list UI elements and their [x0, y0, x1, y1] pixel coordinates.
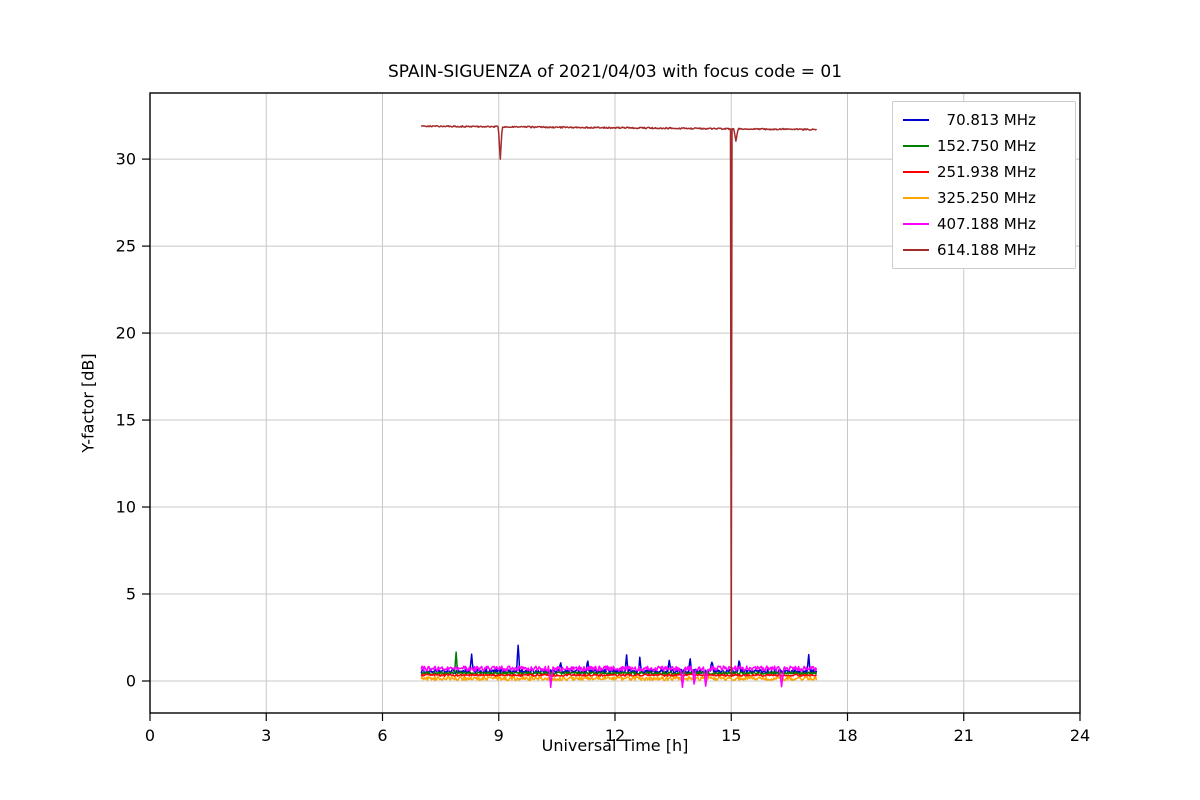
y-tick-label: 15: [116, 411, 136, 430]
legend-item: 70.813 MHz: [903, 107, 1067, 133]
legend-label: 407.188 MHz: [937, 215, 1036, 233]
series-line-614.188-MHz: [420, 124, 818, 678]
y-tick-label: 20: [116, 324, 136, 343]
legend-label: 152.750 MHz: [937, 137, 1036, 155]
legend-label: 251.938 MHz: [937, 163, 1036, 181]
x-tick-label: 9: [494, 726, 504, 745]
legend-line-sample: [903, 223, 929, 225]
x-tick-label: 18: [837, 726, 857, 745]
x-tick-label: 15: [721, 726, 741, 745]
x-tick-label: 24: [1070, 726, 1090, 745]
series-line-407.188-MHz: [420, 665, 818, 689]
x-tick-label: 0: [145, 726, 155, 745]
series-line-251.938-MHz: [420, 673, 818, 678]
x-tick-label: 6: [377, 726, 387, 745]
chart-title: SPAIN-SIGUENZA of 2021/04/03 with focus …: [387, 62, 843, 82]
y-tick-label: 0: [126, 671, 136, 690]
y-tick-label: 25: [116, 237, 136, 256]
legend-item: 152.750 MHz: [903, 133, 1067, 159]
x-tick-label: 21: [954, 726, 974, 745]
legend-label: 614.188 MHz: [937, 241, 1036, 259]
legend-line-sample: [903, 171, 929, 173]
x-tick-label: 12: [605, 726, 625, 745]
legend-item: 251.938 MHz: [903, 159, 1067, 185]
x-tick-label: 3: [261, 726, 271, 745]
legend-label: 325.250 MHz: [937, 189, 1036, 207]
y-tick-label: 30: [116, 150, 136, 169]
legend-line-sample: [903, 249, 929, 251]
legend-line-sample: [903, 197, 929, 199]
legend-item: 325.250 MHz: [903, 185, 1067, 211]
y-tick-label: 5: [126, 585, 136, 604]
series-line-325.250-MHz: [420, 675, 818, 682]
legend-label: 70.813 MHz: [937, 111, 1036, 129]
y-axis-label: Y-factor [dB]: [78, 353, 98, 453]
legend: 70.813 MHz 152.750 MHz 251.938 MHz 325.250 …: [892, 101, 1076, 269]
legend-line-sample: [903, 145, 929, 147]
legend-item: 407.188 MHz: [903, 211, 1067, 237]
x-axis-label: Universal Time [h]: [541, 736, 689, 755]
legend-item: 614.188 MHz: [903, 237, 1067, 263]
series-line-152.750-MHz: [420, 651, 818, 676]
y-tick-label: 10: [116, 498, 136, 517]
legend-line-sample: [903, 119, 929, 121]
